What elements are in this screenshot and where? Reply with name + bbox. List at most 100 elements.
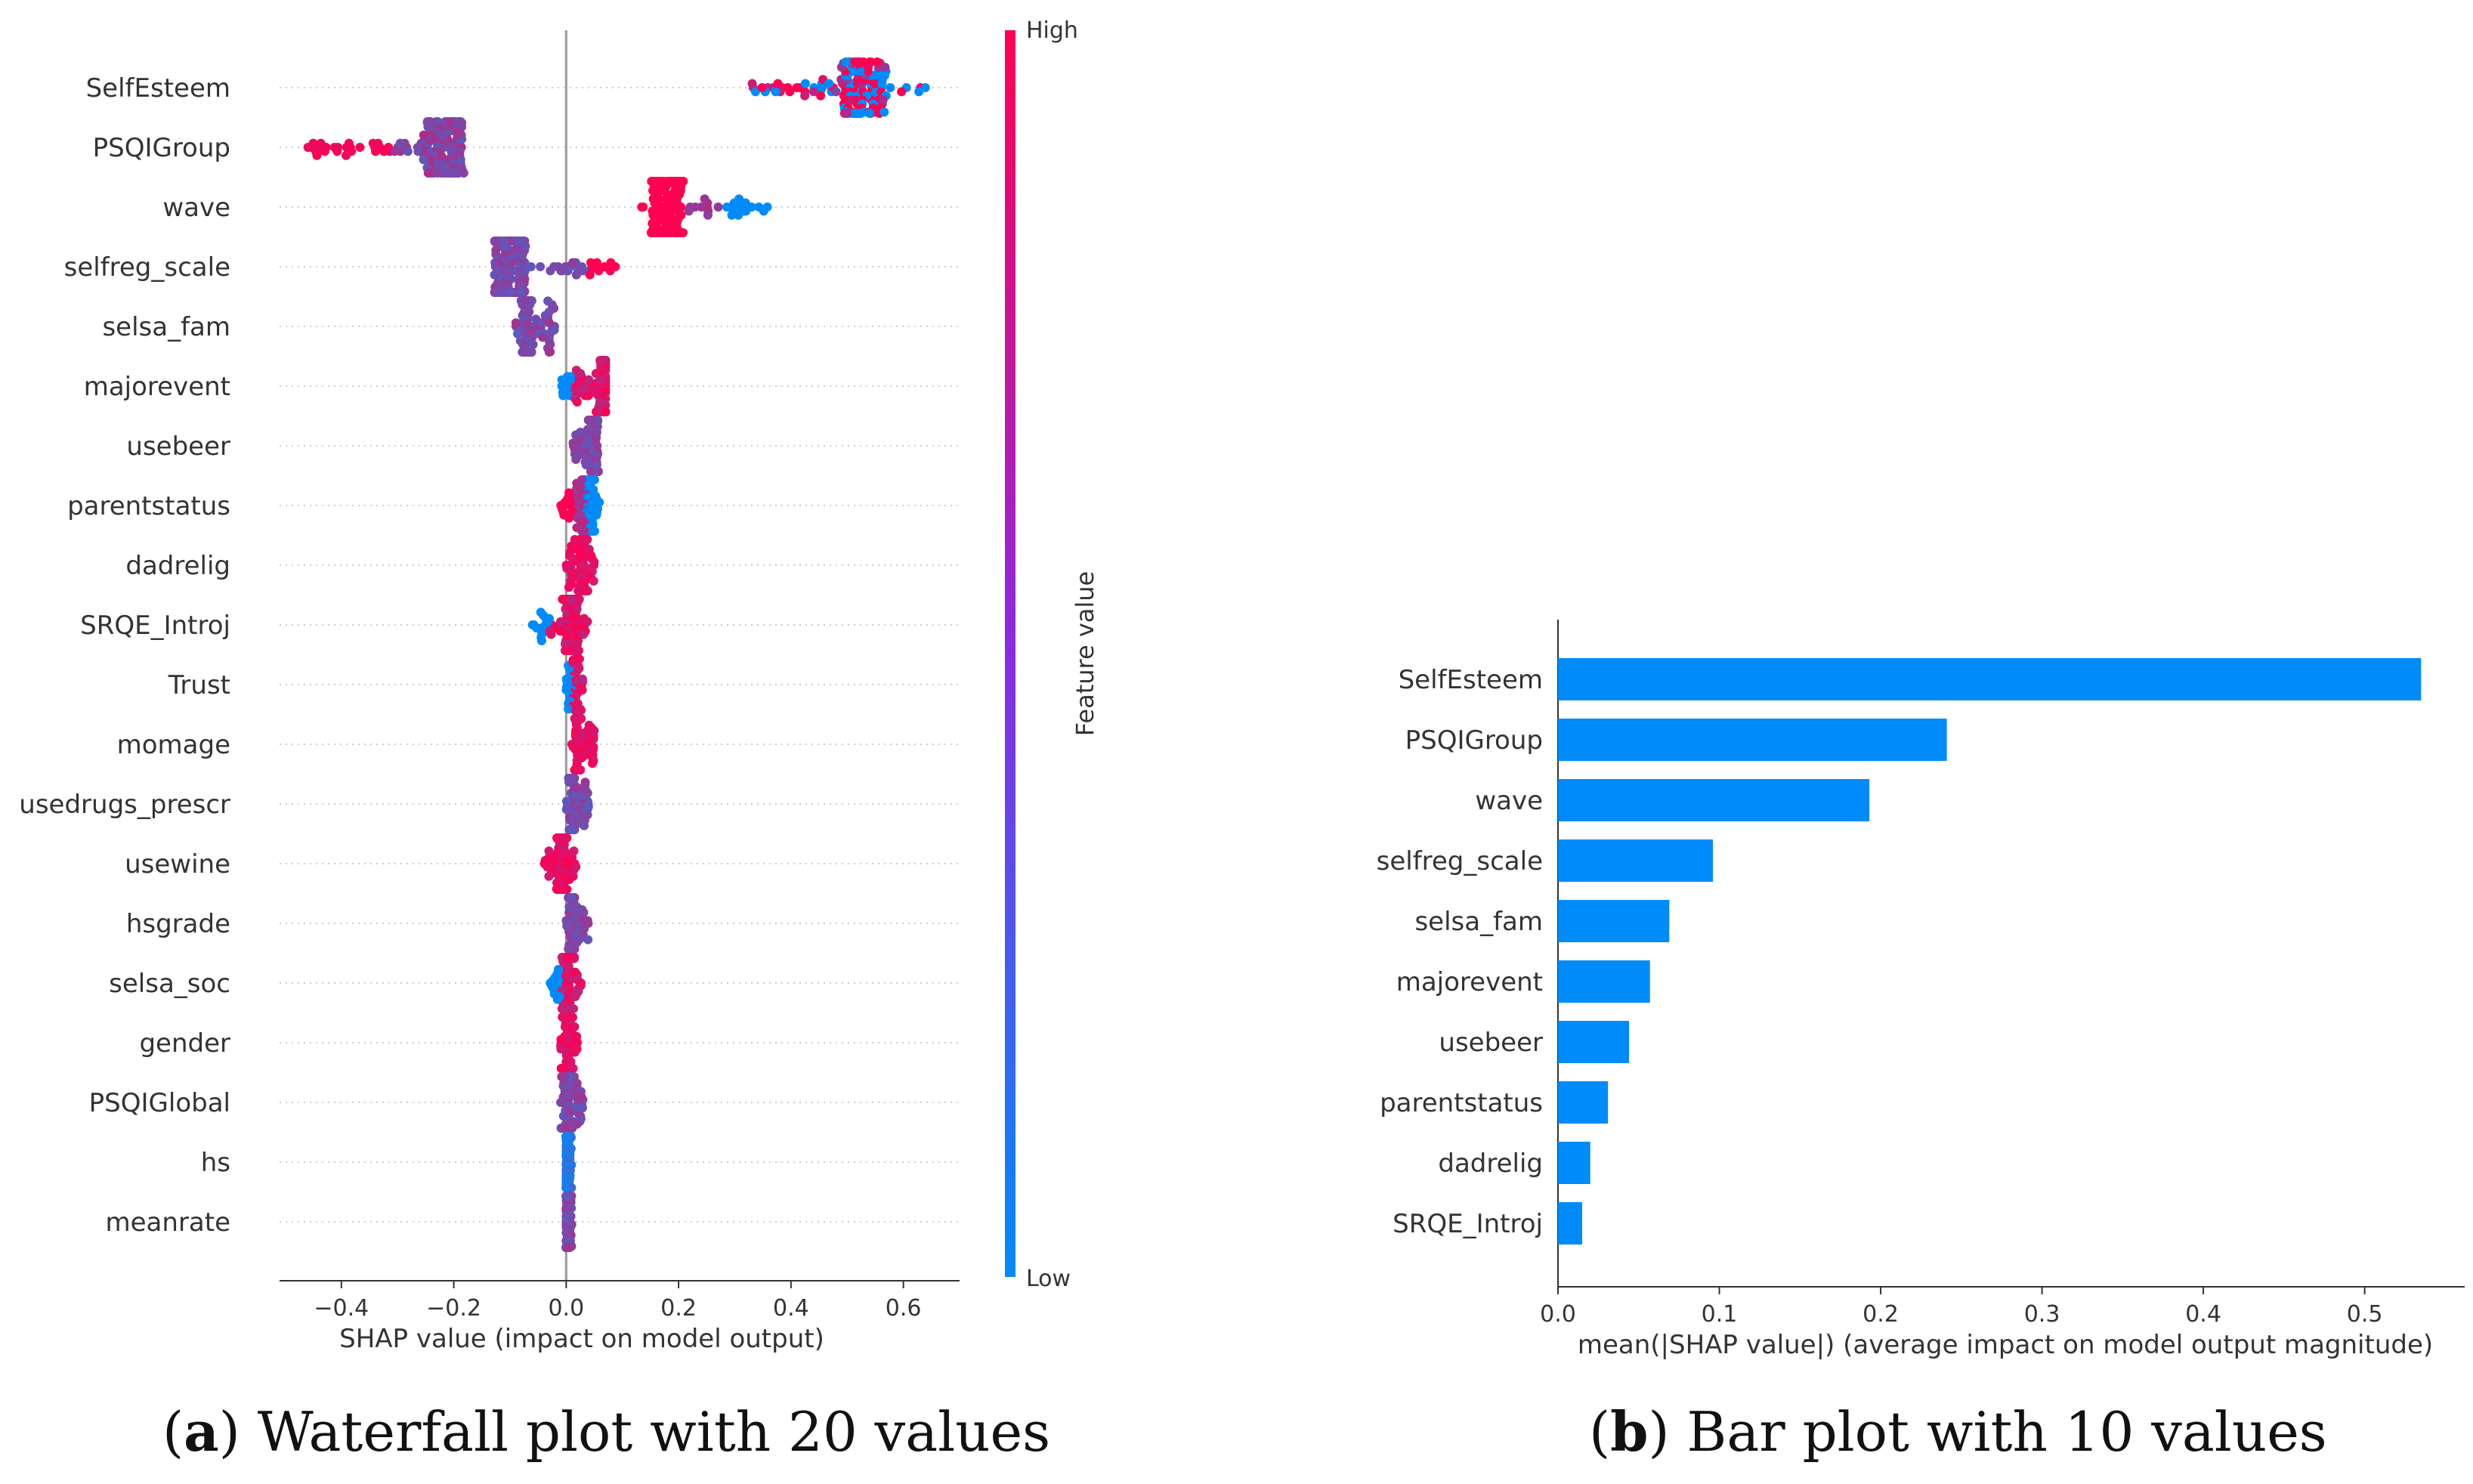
dot-SelfEsteem bbox=[864, 109, 874, 118]
dot-dadrelig bbox=[581, 535, 591, 544]
dot-selfreg_scale bbox=[491, 288, 501, 297]
dot-hsgrade bbox=[570, 945, 580, 954]
dot-wave bbox=[759, 206, 768, 216]
dot-usebeer bbox=[576, 428, 585, 437]
dot-selfreg_scale bbox=[526, 262, 536, 271]
x-tick-label-a: 0.4 bbox=[773, 1295, 809, 1322]
dot-wave bbox=[734, 194, 744, 204]
caption-a-text: Waterfall plot with 20 values bbox=[257, 1400, 1051, 1464]
feature-label-PSQIGlobal: PSQIGlobal bbox=[89, 1088, 230, 1118]
bar-label-SelfEsteem: SelfEsteem bbox=[1399, 665, 1543, 695]
feature-label-majorevent: majorevent bbox=[84, 372, 230, 402]
bar-parentstatus bbox=[1558, 1081, 1609, 1124]
feature-label-hsgrade: hsgrade bbox=[126, 909, 230, 939]
dot-SelfEsteem bbox=[800, 79, 810, 88]
x-axis-label-a: SHAP value (impact on model output) bbox=[339, 1324, 824, 1354]
dot-usedrugs_prescr bbox=[567, 825, 577, 834]
dot-gender bbox=[556, 1034, 566, 1044]
dot-PSQIGroup bbox=[459, 168, 468, 178]
bar-label-PSQIGroup: PSQIGroup bbox=[1405, 725, 1543, 756]
dot-selsa_soc bbox=[549, 984, 558, 994]
dot-PSQIGlobal bbox=[562, 1124, 572, 1133]
dot-PSQIGroup bbox=[419, 130, 428, 140]
x-tick-label-a: 0.6 bbox=[886, 1295, 922, 1322]
dot-Trust bbox=[561, 674, 571, 684]
dot-meanrate bbox=[563, 1192, 573, 1201]
dot-meanrate bbox=[563, 1243, 573, 1252]
dot-wave bbox=[713, 203, 723, 212]
dot-parentstatus bbox=[572, 523, 582, 533]
dot-SelfEsteem bbox=[771, 87, 781, 97]
bar-label-SRQE_Introj: SRQE_Introj bbox=[1393, 1209, 1543, 1239]
bar-label-parentstatus: parentstatus bbox=[1380, 1088, 1543, 1118]
dot-majorevent bbox=[566, 372, 576, 382]
dot-wave bbox=[700, 194, 709, 204]
dot-selsa_fam bbox=[511, 318, 521, 328]
feature-label-selfreg_scale: selfreg_scale bbox=[64, 252, 230, 283]
dot-majorevent bbox=[601, 407, 611, 416]
dot-PSQIGroup bbox=[419, 155, 428, 165]
dot-SRQE_Introj bbox=[567, 595, 577, 604]
dot-PSQIGlobal bbox=[556, 1098, 566, 1107]
dot-selsa_fam bbox=[543, 296, 553, 306]
dot-PSQIGroup bbox=[355, 143, 365, 152]
dot-selsa_fam bbox=[513, 329, 522, 339]
dot-wave bbox=[672, 228, 682, 237]
dot-selfreg_scale bbox=[490, 237, 499, 246]
dot-parentstatus bbox=[588, 475, 598, 484]
x-tick-label-a: 0.0 bbox=[548, 1295, 584, 1322]
dot-selfreg_scale bbox=[585, 270, 595, 280]
dot-PSQIGroup bbox=[433, 168, 443, 178]
dot-hs bbox=[561, 1183, 571, 1192]
dot-usewine bbox=[559, 885, 568, 894]
dot-SelfEsteem bbox=[879, 107, 889, 117]
dot-PSQIGroup bbox=[395, 138, 405, 148]
dot-selfreg_scale bbox=[546, 266, 555, 276]
dot-hsgrade bbox=[561, 916, 571, 926]
dot-selsa_fam bbox=[521, 296, 531, 305]
dot-parentstatus bbox=[591, 491, 601, 501]
dot-momage bbox=[588, 759, 598, 768]
dot-parentstatus bbox=[556, 501, 566, 510]
feature-label-momage: momage bbox=[117, 730, 230, 760]
dot-parentstatus bbox=[559, 510, 569, 520]
dot-SelfEsteem bbox=[747, 79, 757, 88]
feature-label-PSQIGroup: PSQIGroup bbox=[93, 133, 230, 163]
dot-wave bbox=[727, 210, 737, 220]
dot-SRQE_Introj bbox=[544, 614, 554, 623]
feature-label-wave: wave bbox=[162, 193, 230, 223]
dot-PSQIGroup bbox=[433, 117, 443, 126]
dot-selsa_fam bbox=[531, 314, 541, 324]
dot-PSQIGroup bbox=[312, 150, 322, 160]
dot-gender bbox=[570, 1047, 580, 1057]
dot-selsa_soc bbox=[570, 992, 580, 1001]
dot-selsa_soc bbox=[567, 1004, 577, 1013]
dot-SelfEsteem bbox=[757, 83, 767, 92]
dot-usedrugs_prescr bbox=[561, 805, 571, 815]
dot-gender bbox=[568, 1064, 578, 1073]
dot-majorevent bbox=[584, 375, 594, 385]
dot-SelfEsteem bbox=[852, 109, 862, 118]
dot-selfreg_scale bbox=[571, 270, 581, 280]
bar-usebeer bbox=[1558, 1021, 1629, 1063]
dot-SelfEsteem bbox=[858, 57, 868, 66]
dot-SRQE_Introj bbox=[555, 626, 565, 636]
dot-SRQE_Introj bbox=[563, 646, 573, 655]
dot-SelfEsteem bbox=[831, 87, 841, 97]
dot-majorevent bbox=[571, 366, 581, 375]
dot-SelfEsteem bbox=[792, 83, 802, 92]
dot-usedrugs_prescr bbox=[580, 778, 590, 787]
dot-gender bbox=[556, 1044, 566, 1054]
dot-SelfEsteem bbox=[886, 83, 895, 92]
dot-SRQE_Introj bbox=[546, 629, 556, 639]
feature-label-gender: gender bbox=[139, 1028, 230, 1059]
dot-momage bbox=[584, 720, 594, 730]
dot-selfreg_scale bbox=[568, 258, 578, 267]
dot-dadrelig bbox=[567, 541, 577, 551]
bar-selfreg_scale bbox=[1558, 839, 1713, 882]
bar-label-usebeer: usebeer bbox=[1439, 1028, 1543, 1058]
dot-momage bbox=[573, 714, 583, 723]
feature-label-dadrelig: dadrelig bbox=[125, 551, 230, 581]
dot-PSQIGroup bbox=[413, 147, 423, 156]
dot-SelfEsteem bbox=[850, 57, 860, 66]
